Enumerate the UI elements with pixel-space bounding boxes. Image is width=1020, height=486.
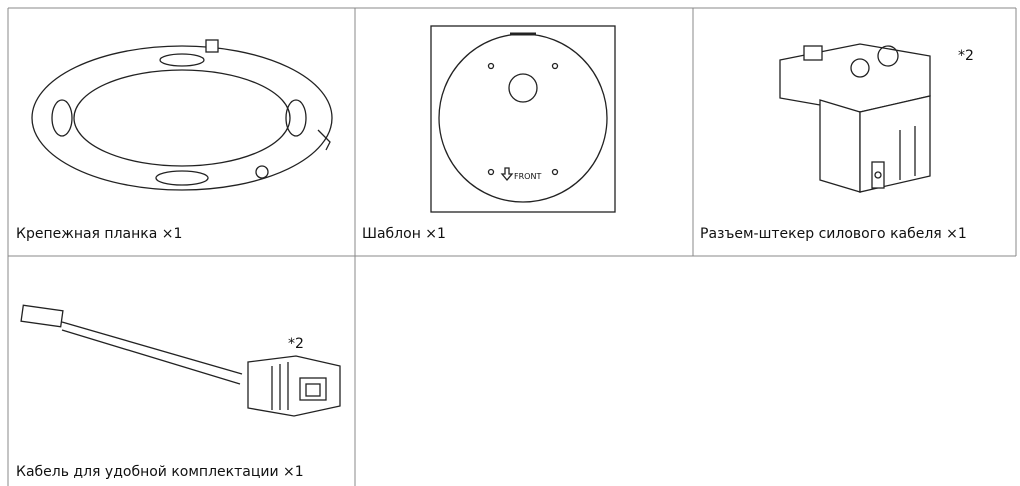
table-grid	[7, 7, 1017, 486]
cable-illustration	[20, 304, 341, 417]
template-illustration: FRONT	[430, 25, 616, 213]
note: *2	[288, 336, 304, 352]
mounting-bracket-illustration	[31, 39, 333, 191]
power-plug-illustration	[779, 43, 931, 193]
caption: Кабель для удобной комплектации ×1	[16, 464, 304, 480]
template-label: FRONT	[514, 172, 541, 181]
caption: Разъем-штекер силового кабеля ×1	[700, 226, 967, 242]
caption: Крепежная планка ×1	[16, 226, 182, 242]
caption: Шаблон ×1	[362, 226, 446, 242]
note: *2	[958, 48, 974, 64]
